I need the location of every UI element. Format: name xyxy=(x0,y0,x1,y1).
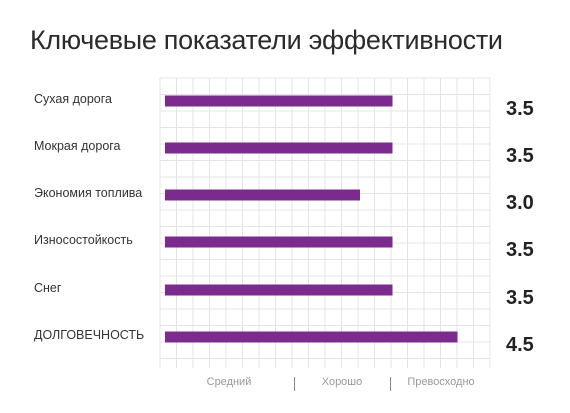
grid xyxy=(159,77,491,368)
bar xyxy=(165,331,458,343)
x-tick-label: Превосходно xyxy=(407,376,475,388)
value-label: 3.5 xyxy=(506,98,534,120)
bar xyxy=(165,236,393,248)
category-label: Мокрая дорога xyxy=(34,139,121,153)
category-label: ДОЛГОВЕЧНОСТЬ xyxy=(34,328,145,342)
x-tick-label: Хорошо xyxy=(321,376,363,388)
x-tick-separator xyxy=(390,377,391,391)
category-label: Износостойкость xyxy=(34,233,133,247)
value-label: 3.5 xyxy=(506,145,534,167)
chart-title: Ключевые показатели эффективности xyxy=(30,25,503,55)
value-label: 3.0 xyxy=(506,192,534,214)
category-label: Снег xyxy=(34,281,62,295)
bar xyxy=(165,142,393,154)
bar xyxy=(165,284,393,296)
x-tick-separator xyxy=(294,377,295,391)
category-label: Сухая дорога xyxy=(34,92,112,106)
value-label: 3.5 xyxy=(506,239,534,261)
category-label: Экономия топлива xyxy=(34,186,143,200)
value-label: 3.5 xyxy=(506,287,534,309)
bar xyxy=(165,189,360,201)
value-label: 4.5 xyxy=(506,334,534,356)
bar xyxy=(165,95,393,107)
x-tick-label: Средний xyxy=(206,376,252,388)
